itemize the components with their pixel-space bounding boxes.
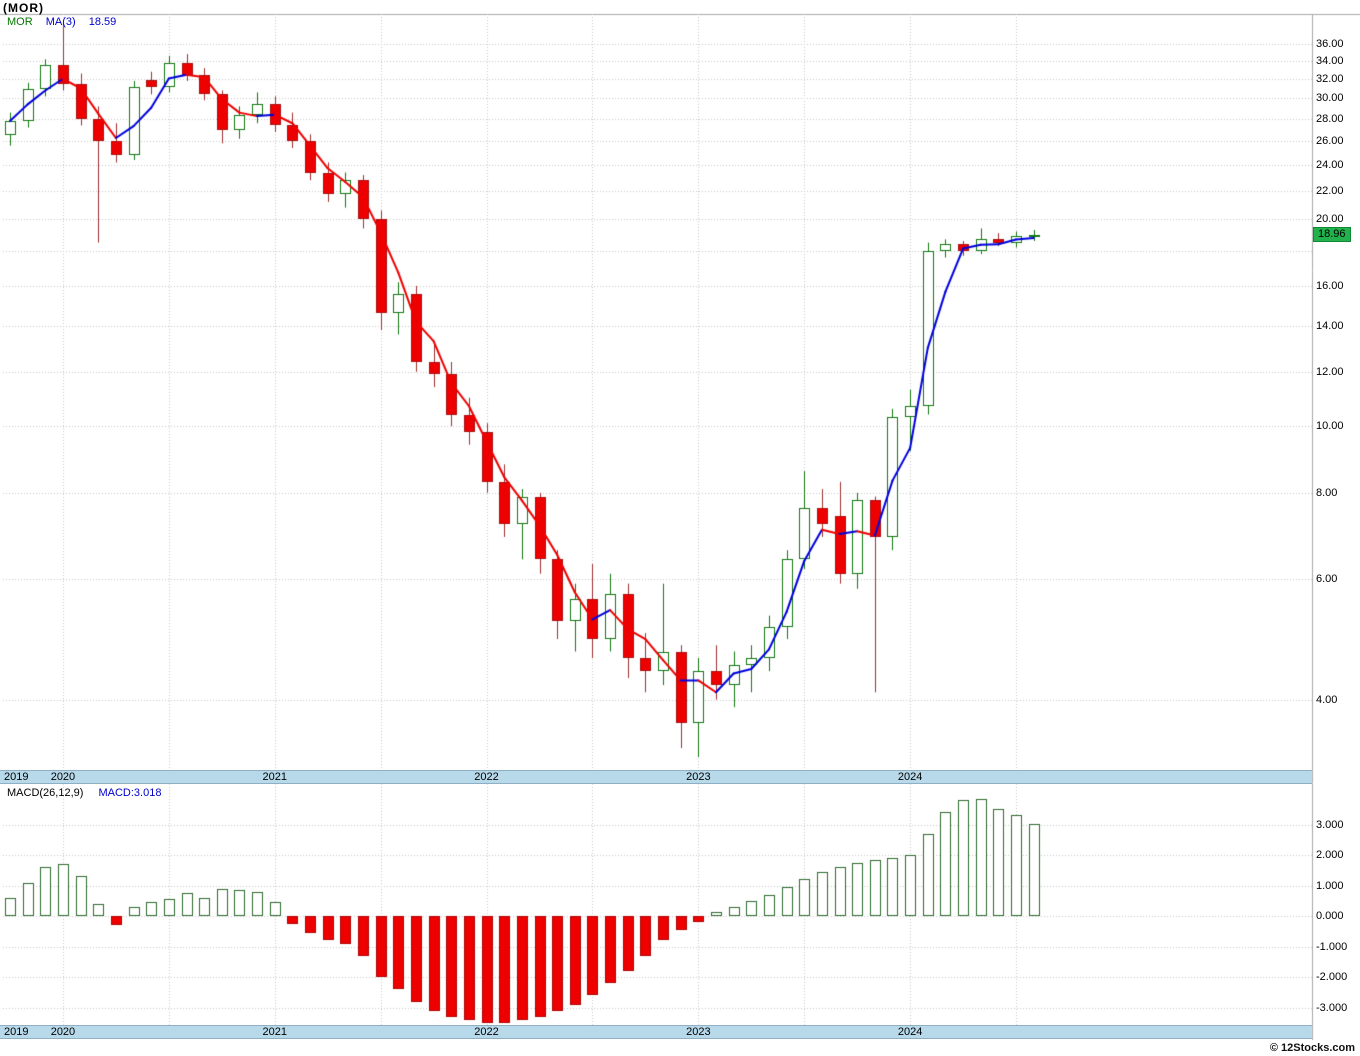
macd-axis-tick: 2.000 xyxy=(1316,849,1344,862)
year-label: 2023 xyxy=(686,1026,711,1038)
price-axis-tick: 28.00 xyxy=(1316,112,1344,125)
macd-value: MACD:3.018 xyxy=(98,787,162,799)
last-price-badge: 18.96 xyxy=(1313,227,1351,243)
price-axis-tick: 6.00 xyxy=(1316,572,1338,585)
price-axis-tick: 22.00 xyxy=(1316,184,1344,197)
year-label: 2022 xyxy=(474,1026,499,1038)
year-label: 2021 xyxy=(262,771,287,783)
year-label: 2019 xyxy=(4,1026,29,1038)
year-label: 2020 xyxy=(50,1026,76,1038)
copyright-label: © 12Stocks.com xyxy=(1269,1042,1355,1054)
x-axis-strip-price: 2019 2020 2021 2022 2023 2024 xyxy=(0,770,1312,784)
price-axis-tick: 16.00 xyxy=(1316,279,1344,292)
price-axis-tick: 4.00 xyxy=(1316,693,1338,706)
year-label: 2019 xyxy=(4,771,29,783)
macd-axis-tick: 0.000 xyxy=(1316,910,1344,923)
x-axis-strip-macd: 2019 2020 2021 2022 2023 2024 xyxy=(0,1025,1312,1039)
macd-params-label: MACD(26,12,9) xyxy=(7,787,84,799)
price-axis-tick: 14.00 xyxy=(1316,319,1344,332)
chart-title: (MOR) xyxy=(3,1,44,15)
year-label: 2024 xyxy=(897,1026,923,1038)
macd-axis-tick: -3.000 xyxy=(1316,1001,1348,1014)
macd-axis-tick: -2.000 xyxy=(1316,971,1348,984)
year-label: 2024 xyxy=(897,771,923,783)
year-label: 2022 xyxy=(474,771,499,783)
price-axis-tick: 36.00 xyxy=(1316,37,1344,50)
macd-axis-tick: 1.000 xyxy=(1316,879,1344,892)
ma-label: MA(3) xyxy=(45,16,76,28)
price-axis-tick: 8.00 xyxy=(1316,486,1338,499)
year-label: 2020 xyxy=(50,771,76,783)
price-axis-tick: 30.00 xyxy=(1316,92,1344,105)
price-legend: MOR MA(3) 18.59 xyxy=(7,16,126,28)
price-axis-tick: 20.00 xyxy=(1316,213,1344,226)
ticker-symbol-label: MOR xyxy=(7,16,33,28)
price-axis-tick: 32.00 xyxy=(1316,73,1344,86)
price-axis-tick: 34.00 xyxy=(1316,55,1344,67)
price-axis-tick: 24.00 xyxy=(1316,158,1344,171)
ma-value: 18.59 xyxy=(88,16,117,28)
price-axis-tick: 10.00 xyxy=(1316,420,1344,433)
price-axis-tick: 12.00 xyxy=(1316,365,1344,378)
macd-axis-tick: 3.000 xyxy=(1316,818,1344,831)
macd-legend: MACD(26,12,9) MACD:3.018 xyxy=(7,787,171,799)
year-label: 2021 xyxy=(262,1026,287,1038)
year-label: 2023 xyxy=(686,771,711,783)
price-axis-tick: 26.00 xyxy=(1316,135,1344,148)
macd-axis-tick: -1.000 xyxy=(1316,940,1348,953)
